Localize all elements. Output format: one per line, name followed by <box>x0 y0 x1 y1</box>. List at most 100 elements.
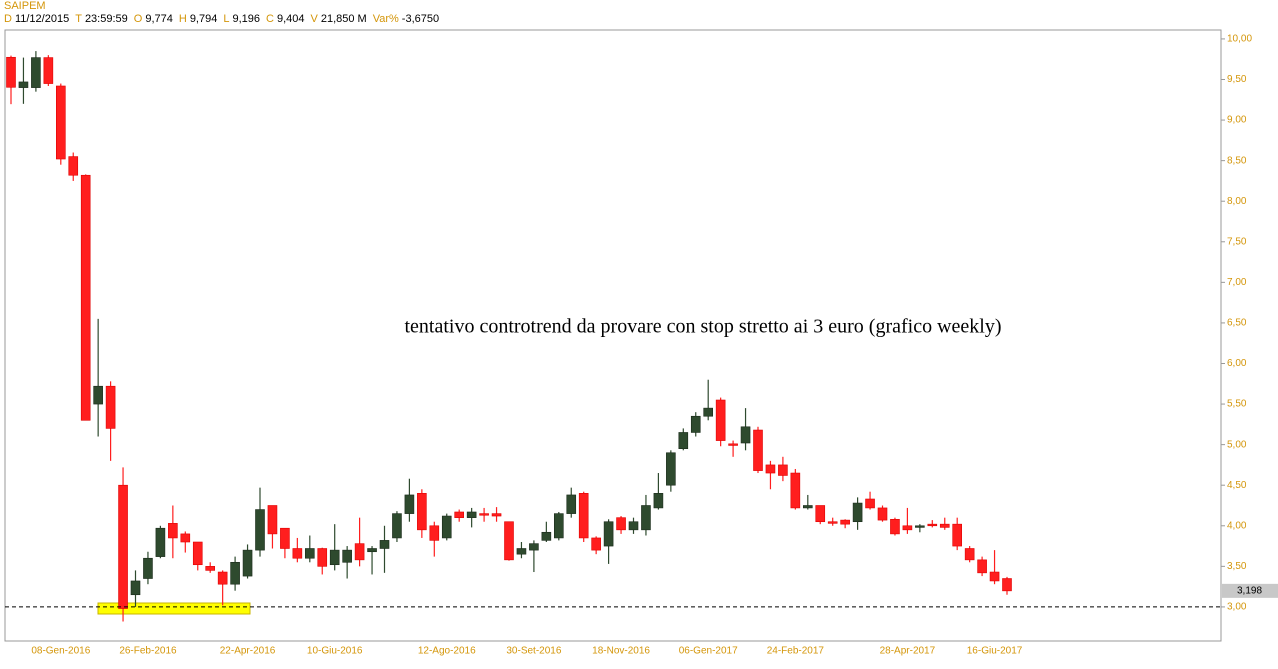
candle-body <box>392 513 402 539</box>
candle-body <box>267 505 278 535</box>
info-key: C <box>266 13 274 25</box>
candle-body <box>690 415 701 433</box>
support-highlight <box>97 602 251 615</box>
y-tick-label: 4,50 <box>1227 480 1247 491</box>
candle-body <box>230 561 240 585</box>
info-key: O <box>133 13 143 25</box>
candle-body <box>740 426 751 444</box>
candle-body <box>902 525 913 531</box>
candle-body <box>504 521 514 561</box>
info-value: 9,794 <box>189 13 218 25</box>
x-tick-label: 16-Giu-2017 <box>967 646 1023 657</box>
candle-body <box>441 515 452 539</box>
candle-body <box>715 399 726 441</box>
candle-body <box>728 443 738 446</box>
candle-body <box>977 559 987 574</box>
x-tick-label: 18-Nov-2016 <box>592 646 650 657</box>
candle-body <box>703 407 714 417</box>
info-key: Var% <box>372 13 399 25</box>
info-key: D <box>4 13 12 25</box>
candle-body <box>939 523 950 528</box>
candle-body <box>952 523 963 547</box>
candle-body <box>964 548 975 561</box>
y-tick-label: 10,00 <box>1227 34 1252 45</box>
y-tick-label: 7,00 <box>1227 277 1247 288</box>
candle-body <box>31 57 41 88</box>
x-tick-label: 28-Apr-2017 <box>880 646 936 657</box>
candle-body <box>68 156 79 176</box>
candle-body <box>989 571 1000 582</box>
candle-body <box>802 505 813 509</box>
candle-body <box>205 566 215 571</box>
candle-body <box>915 525 925 528</box>
y-tick-label: 9,50 <box>1227 74 1247 85</box>
y-tick-label: 5,00 <box>1227 439 1247 450</box>
candle-body <box>404 494 415 514</box>
candle-body <box>1002 578 1012 592</box>
y-tick-label: 6,00 <box>1227 358 1247 369</box>
candle-body <box>516 548 527 555</box>
candle-body <box>242 549 253 577</box>
last-price-label: 3,198 <box>1237 585 1262 596</box>
candle-body <box>105 385 116 429</box>
candle-body <box>180 533 191 543</box>
y-tick-label: 7,50 <box>1227 236 1247 247</box>
candle-body <box>616 517 626 531</box>
info-value: 23:59:59 <box>84 13 128 25</box>
candle-body <box>367 548 377 553</box>
candle-body <box>329 549 340 566</box>
candle-body <box>765 464 776 474</box>
candle-body <box>255 509 265 551</box>
candle-body <box>93 385 103 405</box>
annotation: tentativo controtrend da provare con sto… <box>404 316 1001 338</box>
info-value: 9,404 <box>276 13 305 25</box>
candle-body <box>429 525 440 541</box>
candle-body <box>678 432 689 449</box>
candle-body <box>466 511 477 518</box>
candle-body <box>304 548 315 559</box>
candle-body <box>591 537 601 551</box>
candle-body <box>778 464 788 476</box>
candle-body <box>43 57 54 84</box>
candle-body <box>417 493 427 531</box>
chart-title: SAIPEM <box>4 0 46 12</box>
candle-body <box>628 521 639 531</box>
info-key: V <box>310 13 318 25</box>
candle-body <box>852 502 863 523</box>
candle-body <box>790 472 801 509</box>
x-tick-label: 26-Feb-2016 <box>119 646 177 657</box>
candle-body <box>827 521 838 524</box>
candle-body <box>317 548 328 567</box>
candle-body <box>653 493 664 509</box>
candle-body <box>379 540 390 549</box>
y-tick-label: 8,50 <box>1227 155 1247 166</box>
x-tick-label: 10-Giu-2016 <box>307 646 363 657</box>
candle-body <box>578 493 589 539</box>
info-value: 11/12/2015 <box>14 13 70 25</box>
candle-body <box>155 527 166 557</box>
y-tick-label: 5,50 <box>1227 399 1247 410</box>
candle-body <box>815 505 826 523</box>
x-tick-label: 30-Set-2016 <box>506 646 561 657</box>
candle-body <box>6 56 16 88</box>
info-value: -3,6750 <box>401 13 440 25</box>
x-tick-label: 06-Gen-2017 <box>679 646 738 657</box>
info-value: 9,196 <box>232 13 260 25</box>
info-key: H <box>178 13 187 25</box>
candle-body <box>192 541 203 566</box>
candle-body <box>143 557 153 579</box>
candle-body <box>927 523 938 527</box>
candle-body <box>118 484 128 609</box>
x-tick-label: 22-Apr-2016 <box>220 646 276 657</box>
last-price-box <box>1222 583 1278 598</box>
candle-body <box>55 85 66 160</box>
candle-body <box>603 521 614 547</box>
y-tick-label: 6,50 <box>1227 318 1247 329</box>
candle-body <box>877 507 888 521</box>
candle-body <box>641 505 651 531</box>
candle-body <box>454 511 465 518</box>
candle-body <box>342 549 352 563</box>
y-tick-label: 4,00 <box>1227 520 1247 531</box>
